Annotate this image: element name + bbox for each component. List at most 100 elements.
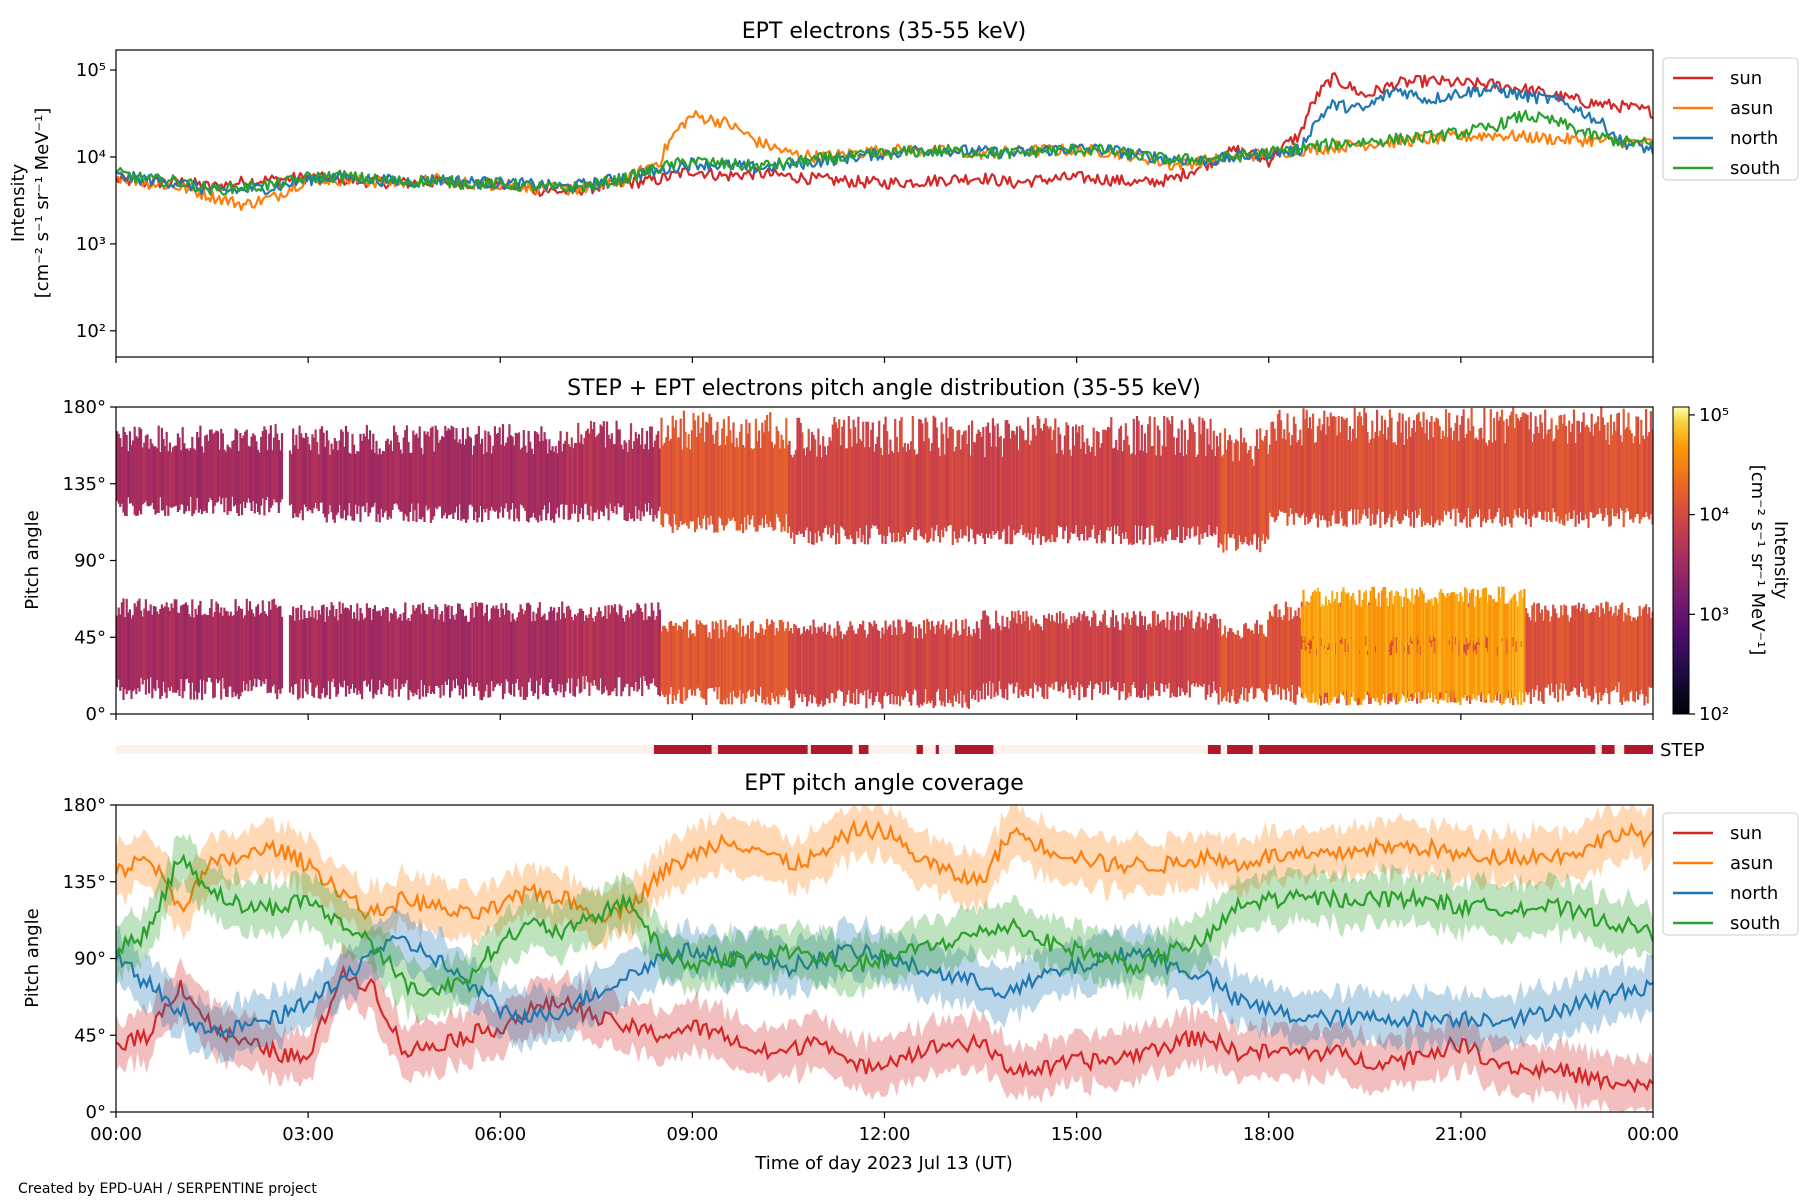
heatmap-cell	[1488, 440, 1491, 510]
heatmap-cell	[407, 441, 410, 522]
heatmap-cell	[338, 601, 341, 684]
heatmap-cell	[439, 614, 442, 698]
heatmap-cell	[540, 617, 543, 679]
heatmap-cell	[1191, 424, 1195, 527]
heatmap-cell	[666, 631, 669, 705]
heatmap-cell	[1603, 424, 1606, 518]
heatmap-cell	[834, 636, 838, 699]
heatmap-cell	[991, 418, 994, 531]
heatmap-cell	[314, 610, 317, 688]
heatmap-cell	[770, 619, 773, 693]
heatmap-cell	[988, 432, 991, 534]
heatmap-cell	[1581, 421, 1584, 521]
heatmap-cell	[1339, 606, 1342, 640]
heatmap-cell	[1244, 622, 1247, 688]
heatmap-cell	[1492, 642, 1496, 701]
heatmap-cell	[1449, 592, 1452, 646]
heatmap-cell	[956, 630, 959, 694]
heatmap-cell	[1638, 605, 1641, 695]
heatmap-cell	[769, 624, 772, 706]
heatmap-cell	[1051, 615, 1054, 684]
heatmap-cell	[1353, 640, 1356, 701]
heatmap-cell	[1033, 625, 1036, 683]
heatmap-cell	[165, 431, 168, 506]
heatmap-cell	[655, 434, 658, 519]
step-segment	[935, 745, 939, 754]
heatmap-cell	[588, 614, 591, 696]
heatmap-cell	[551, 446, 554, 519]
heatmap-cell	[1406, 598, 1409, 643]
heatmap-cell	[146, 434, 149, 506]
heatmap-cell	[327, 440, 330, 515]
heatmap-cell	[365, 603, 368, 687]
heatmap-cell	[1288, 620, 1291, 692]
heatmap-cell	[1622, 408, 1625, 528]
heatmap-cell	[589, 607, 593, 683]
heatmap-cell	[1337, 416, 1340, 524]
heatmap-cell	[1358, 654, 1361, 699]
heatmap-cell	[620, 606, 623, 697]
heatmap-cell	[413, 435, 416, 511]
heatmap-cell	[1435, 598, 1438, 647]
heatmap-cell	[250, 609, 253, 691]
heatmap-cell	[1127, 619, 1131, 693]
heatmap-cell	[988, 624, 991, 681]
heatmap-cell	[1079, 620, 1082, 685]
x-tick-label: 00:00	[1627, 1124, 1679, 1145]
heatmap-cell	[1111, 448, 1114, 545]
heatmap-cell	[385, 440, 388, 511]
heatmap-cell	[702, 624, 705, 699]
heatmap-cell	[397, 617, 400, 697]
heatmap-cell	[636, 603, 639, 692]
heatmap-cell	[1384, 640, 1387, 703]
heatmap-cell	[338, 440, 341, 506]
heatmap-cell	[420, 447, 423, 520]
heatmap-cell	[1129, 454, 1132, 544]
heatmap-cell	[314, 429, 317, 503]
heatmap-cell	[1401, 606, 1404, 654]
heatmap-cell	[485, 604, 488, 685]
heatmap-cell	[554, 620, 557, 696]
heatmap-cell	[455, 428, 458, 507]
heatmap-cell	[1468, 645, 1472, 695]
heatmap-cell	[1547, 429, 1550, 512]
heatmap-cell	[682, 410, 685, 524]
heatmap-cell	[463, 616, 466, 685]
heatmap-cell	[116, 431, 119, 501]
heatmap-cell	[602, 615, 605, 693]
heatmap-cell	[298, 620, 301, 698]
heatmap-cell	[1099, 620, 1102, 694]
heatmap-cell	[1179, 630, 1182, 696]
heatmap-cell	[1504, 639, 1507, 700]
heatmap-cell	[365, 424, 368, 503]
heatmap-cell	[1203, 420, 1206, 533]
heatmap-cell	[866, 421, 870, 545]
heatmap-cell	[609, 613, 612, 696]
heatmap-cell	[152, 446, 155, 510]
heatmap-cell	[583, 621, 586, 690]
heatmap-cell	[1342, 587, 1345, 639]
heatmap-cell	[854, 633, 857, 705]
heatmap-cell	[645, 619, 649, 686]
coverage-band-north	[116, 908, 1653, 1064]
heatmap-cell	[834, 422, 838, 545]
heatmap-cell	[1494, 602, 1497, 656]
heatmap-cell	[1406, 653, 1409, 691]
heatmap-cell	[695, 437, 698, 530]
heatmap-cell	[649, 426, 652, 515]
heatmap-cell	[623, 621, 626, 688]
heatmap-cell	[389, 440, 392, 519]
heatmap-cell	[1476, 439, 1480, 518]
heatmap-cell	[1159, 621, 1163, 684]
heatmap-cell	[332, 605, 335, 679]
heatmap-cell	[1263, 636, 1267, 701]
legend-label-north: north	[1730, 128, 1778, 149]
heatmap-cell	[1334, 417, 1337, 524]
heatmap-cell	[1187, 439, 1190, 528]
heatmap-cell	[698, 432, 701, 526]
heatmap-cell	[380, 616, 383, 695]
heatmap-cell	[1143, 616, 1147, 698]
heatmap-cell	[985, 615, 988, 684]
heatmap-cell	[1062, 613, 1065, 693]
heatmap-cell	[1320, 430, 1323, 521]
